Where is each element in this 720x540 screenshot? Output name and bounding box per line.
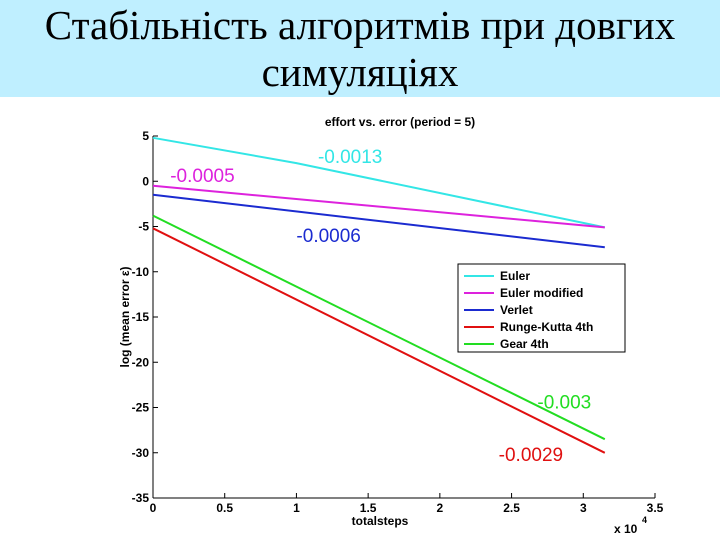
legend-entry: Verlet: [500, 303, 533, 317]
series-line-euler: [152, 136, 606, 229]
y-tick-label: -25: [132, 401, 150, 415]
legend-entry: Runge-Kutta 4th: [500, 320, 593, 334]
series-line-runge-kutta-4th: [152, 227, 606, 454]
y-tick-label: -35: [132, 491, 150, 505]
x-tick-label: 0: [150, 501, 157, 515]
series-layer: [152, 136, 606, 454]
x-tick-label: 2: [437, 501, 444, 515]
slope-annotation: -0.0029: [499, 445, 563, 466]
y-tick-label: -20: [132, 355, 150, 369]
x-axis-label: totalsteps: [352, 514, 409, 528]
y-tick-label: 0: [142, 174, 149, 188]
x-tick-label: 3.5: [647, 501, 664, 515]
slide-title-line-2: симуляціях: [261, 49, 459, 95]
x-tick-label: 2.5: [503, 501, 520, 515]
x-tick-label: 3: [580, 501, 587, 515]
y-tick-label: -5: [138, 220, 149, 234]
slope-annotation: -0.003: [537, 392, 591, 413]
annotations: -0.0005 -0.0013 -0.0006 -0.003 -0.0029: [170, 147, 591, 466]
legend-box: [457, 263, 626, 353]
series-line-euler-modified: [152, 184, 605, 229]
y-tick-label: -15: [132, 310, 150, 324]
slide-title-line-1: Стабільність алгоритмів при довгих: [44, 2, 676, 48]
legend-entry: Gear 4th: [500, 337, 549, 351]
chart-title: effort vs. error (period = 5): [325, 115, 475, 129]
legend-entry: Euler modified: [500, 286, 583, 300]
x-tick-label: 0.5: [216, 501, 233, 515]
x-tick-label: 1.5: [360, 501, 377, 515]
legend: Euler Euler modified Verlet Runge-Kutta 4th…: [457, 263, 626, 353]
slope-annotation: -0.0005: [170, 166, 234, 187]
x-scale-label: x 10: [614, 522, 638, 536]
legend-entry: Euler: [500, 269, 530, 283]
y-tick-label: 5: [142, 129, 149, 143]
series-line-gear-4th: [152, 214, 606, 441]
slope-annotation: -0.0013: [318, 147, 382, 168]
slide-title-bar: Стабільність алгоритмів при довгих симул…: [0, 0, 720, 97]
x-scale-exponent: 4: [642, 515, 647, 525]
slope-annotation: -0.0006: [296, 226, 360, 247]
y-tick-label: -30: [132, 446, 150, 460]
x-tick-label: 1: [293, 501, 300, 515]
y-tick-label: -10: [132, 265, 150, 279]
series-line-verlet: [152, 193, 605, 249]
y-axis-label: log (mean error ε): [118, 266, 132, 367]
